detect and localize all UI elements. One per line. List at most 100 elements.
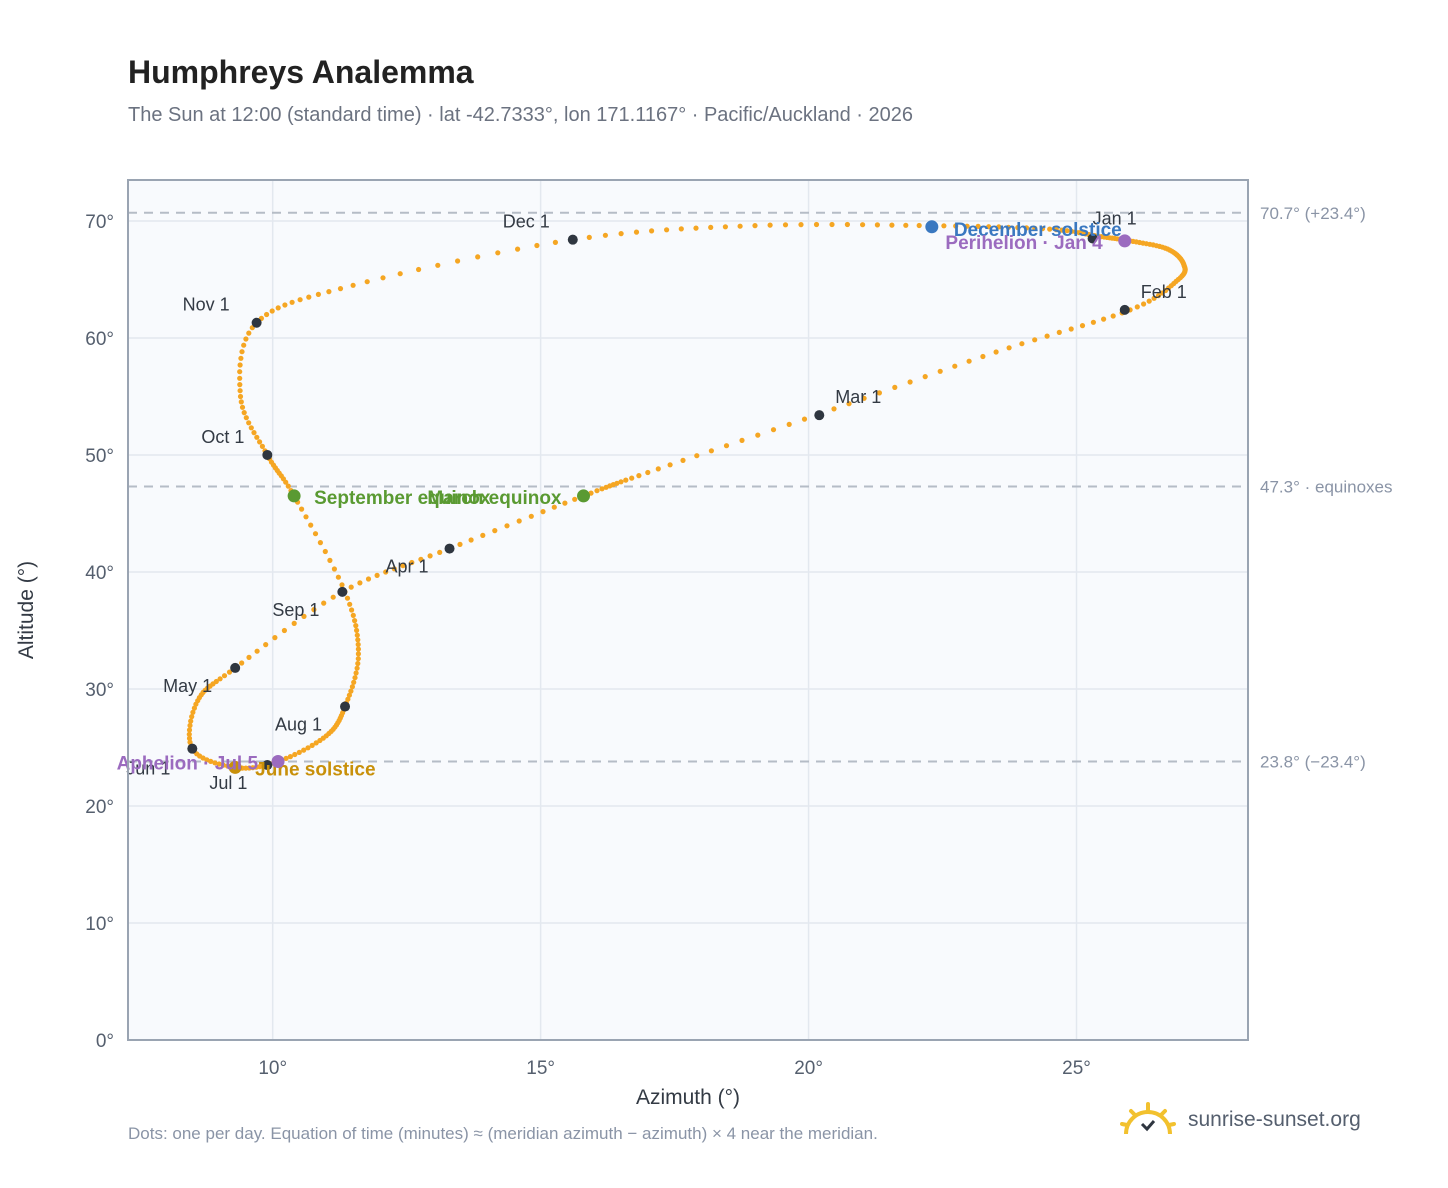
daily-sun-dot xyxy=(187,722,193,729)
daily-sun-dot xyxy=(594,488,600,494)
daily-sun-dot xyxy=(355,660,361,667)
daily-sun-dot xyxy=(311,607,317,613)
daily-sun-dot xyxy=(829,221,835,228)
reference-lines: 70.7° (+23.4°) 47.3° · equinoxes 23.8° (−2… xyxy=(128,204,1393,772)
month-marker-label: Sep 1 xyxy=(272,600,319,620)
daily-sun-dot xyxy=(347,601,353,607)
daily-sun-dot xyxy=(353,623,359,629)
daily-sun-dot xyxy=(354,665,360,671)
daily-sun-dot xyxy=(1019,341,1025,347)
daily-sun-dot xyxy=(346,692,352,698)
daily-sun-dot xyxy=(400,563,406,569)
event-label: Aphelion · Jul 5 xyxy=(117,754,259,775)
month-marker xyxy=(567,234,578,245)
daily-sun-dot xyxy=(380,275,386,281)
daily-sun-dot xyxy=(264,311,270,318)
daily-sun-dot xyxy=(739,437,745,443)
axes: 10° 15° 20° 25° 0° 10° 20° 30° 40° 50° 60° 70° Azimu… xyxy=(15,179,1249,1109)
reference-line-label: 47.3° · equinoxes xyxy=(1260,478,1393,497)
markers: Jan 1 Feb 1 Mar 1 Apr 1 May 1 Jun 1 Jul 1 Aug 1… xyxy=(117,209,1187,794)
month-marker xyxy=(337,586,348,597)
daily-sun-dot xyxy=(275,305,281,311)
daily-sun-dot xyxy=(226,669,233,675)
daily-sun-dot xyxy=(281,627,287,634)
daily-sun-dot xyxy=(1134,304,1140,310)
month-marker xyxy=(814,410,825,421)
daily-sun-dot xyxy=(623,477,629,483)
daily-sun-dot xyxy=(241,410,247,416)
daily-sun-dot xyxy=(1159,290,1165,296)
daily-sun-dot xyxy=(551,504,557,510)
daily-sun-dot xyxy=(246,654,252,661)
daily-sun-dot xyxy=(813,221,820,228)
daily-sun-dot xyxy=(767,222,773,228)
daily-sun-dot xyxy=(355,656,361,662)
daily-sun-dot xyxy=(186,731,192,737)
daily-sun-dot xyxy=(339,582,345,588)
daily-sun-dot xyxy=(1064,228,1070,234)
daily-sun-dot xyxy=(193,701,199,707)
daily-sun-dot xyxy=(204,757,210,763)
daily-sun-dot xyxy=(212,760,218,766)
daily-sun-dot xyxy=(953,223,959,229)
daily-sun-dot xyxy=(397,271,403,277)
event-label: December solstice xyxy=(954,220,1122,241)
month-marker-label: Jul 1 xyxy=(209,773,247,793)
daily-sun-dot xyxy=(693,225,699,231)
daily-sun-dot xyxy=(189,714,195,720)
daily-sun-dot xyxy=(217,676,223,682)
daily-sun-dot xyxy=(317,540,323,546)
daily-sun-dot xyxy=(737,223,743,229)
daily-sun-dot xyxy=(645,469,651,476)
daily-sun-dot xyxy=(889,222,895,228)
daily-sun-dot xyxy=(289,299,295,305)
daily-sun-dot xyxy=(243,336,249,342)
daily-sun-dot xyxy=(861,395,867,401)
daily-sun-dot xyxy=(492,528,498,534)
daily-sun-dot xyxy=(220,762,226,768)
daily-sun-dot xyxy=(292,751,298,758)
reference-line-label: 70.7° (+23.4°) xyxy=(1260,204,1366,223)
daily-sun-dot xyxy=(308,522,314,528)
daily-sun-dot xyxy=(1151,295,1157,301)
daily-sun-dot xyxy=(678,226,684,232)
daily-sun-dot xyxy=(239,349,245,355)
daily-sun-dot xyxy=(188,718,194,724)
month-marker-label: Mar 1 xyxy=(835,387,881,407)
daily-sun-dot xyxy=(1032,337,1038,343)
daily-sun-dot xyxy=(351,679,357,685)
month-marker xyxy=(444,543,455,554)
daily-sun-dot xyxy=(629,475,635,481)
daily-sun-dot xyxy=(238,399,244,405)
daily-sun-dot xyxy=(618,231,624,237)
daily-sun-dot xyxy=(409,559,415,566)
daily-sun-dot xyxy=(315,291,321,297)
daily-sun-dot xyxy=(303,514,309,520)
daily-sun-dot xyxy=(285,483,291,489)
daily-sun-dot xyxy=(238,355,244,361)
daily-sun-dot xyxy=(241,342,247,348)
daily-sun-dot xyxy=(350,282,356,288)
daily-sun-dot xyxy=(1032,225,1038,231)
month-marker xyxy=(230,662,241,673)
daily-sun-dot xyxy=(237,369,243,375)
daily-sun-dot xyxy=(1069,228,1075,234)
daily-sun-dot xyxy=(922,374,928,380)
daily-sun-dot xyxy=(831,406,837,412)
brand[interactable]: sunrise-sunset.org xyxy=(1120,1102,1361,1138)
month-marker xyxy=(262,449,273,460)
month-marker-label: Dec 1 xyxy=(503,212,550,232)
daily-sun-dot xyxy=(272,635,278,641)
daily-sun-dot xyxy=(355,641,361,648)
daily-sun-dot xyxy=(986,224,992,230)
daily-sun-dot xyxy=(633,229,640,235)
daily-sun-dot xyxy=(248,425,254,431)
daily-sun-dot xyxy=(237,388,243,394)
daily-sun-dot xyxy=(208,758,214,765)
daily-sun-dot xyxy=(1015,225,1021,231)
daily-sun-dot xyxy=(291,620,297,627)
daily-sun-dot xyxy=(190,709,196,715)
daily-sun-dot xyxy=(331,566,337,572)
daily-sun-dot xyxy=(383,569,389,575)
daily-sun-dot xyxy=(572,496,578,502)
